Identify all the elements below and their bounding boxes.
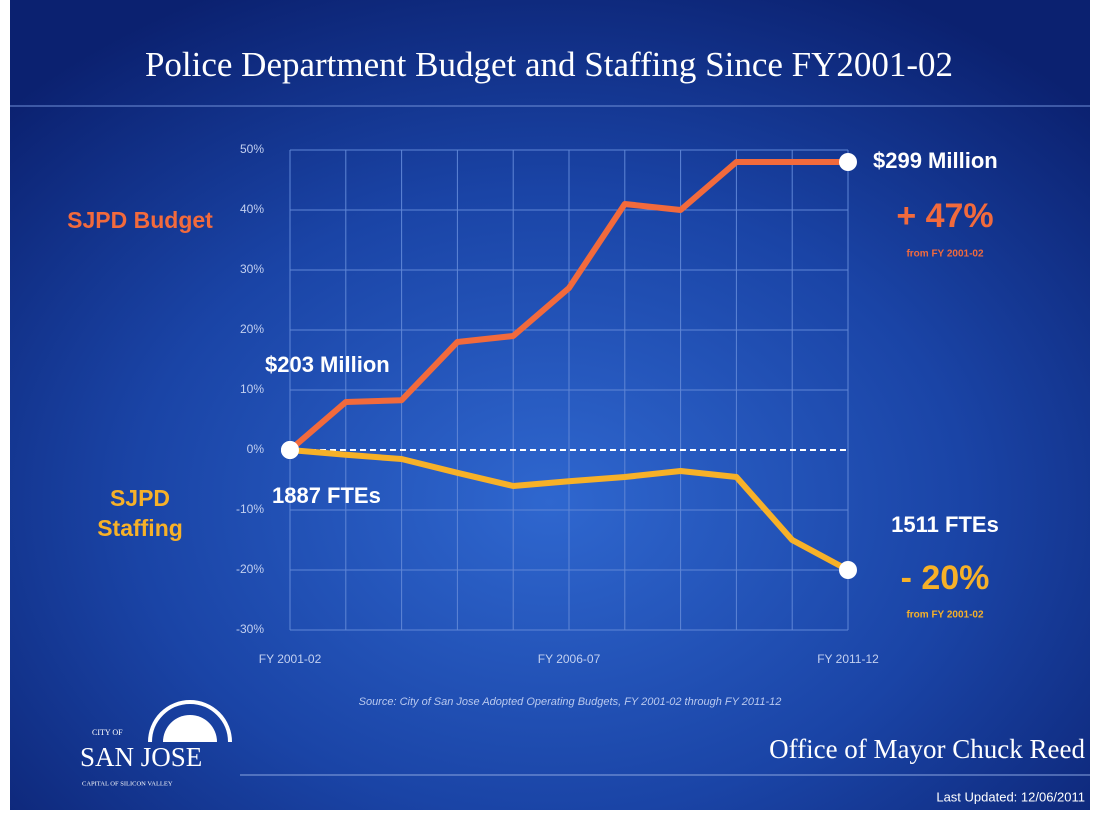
logo-name: SAN JOSE	[80, 742, 202, 772]
y-tick-label: 50%	[240, 142, 264, 156]
series-line	[288, 159, 848, 453]
end-point	[839, 153, 857, 171]
y-tick-label: 10%	[240, 382, 264, 396]
annotation: - 20%	[901, 559, 990, 597]
annotation: $299 Million	[873, 148, 998, 173]
logo: CITY OF SAN JOSE CAPITAL OF SILICON VALL…	[80, 700, 232, 787]
y-tick-label: 40%	[240, 202, 264, 216]
annotation: 1511 FTEs	[891, 512, 999, 537]
series-line	[289, 447, 850, 573]
logo-top: CITY OF	[92, 728, 123, 737]
y-tick-label: 0%	[247, 442, 265, 456]
office: Office of Mayor Chuck Reed	[769, 734, 1085, 764]
annotation: from FY 2001-02	[906, 249, 984, 260]
chart-title: Police Department Budget and Staffing Si…	[145, 45, 953, 84]
source: Source: City of San Jose Adopted Operati…	[359, 696, 782, 708]
annotation: $203 Million	[265, 352, 390, 377]
last-updated: Last Updated: 12/06/2011	[936, 789, 1085, 804]
x-tick-label: FY 2001-02	[259, 652, 322, 666]
end-point	[839, 561, 857, 579]
logo-tagline: CAPITAL OF SILICON VALLEY	[82, 780, 173, 787]
annotation: + 47%	[896, 197, 993, 235]
logo-arc	[148, 700, 232, 743]
y-tick-label: 30%	[240, 262, 264, 276]
annotation: 1887 FTEs	[272, 483, 381, 508]
y-tick-label: -10%	[236, 502, 264, 516]
series-label: SJPD Budget	[67, 207, 213, 233]
logo-sun	[163, 715, 217, 742]
x-tick-label: FY 2006-07	[538, 652, 601, 666]
y-tick-label: 20%	[240, 322, 264, 336]
annotation: from FY 2001-02	[906, 610, 984, 621]
series-label: SJPD Staffing	[97, 485, 183, 541]
background	[10, 0, 1090, 810]
y-tick-label: -20%	[236, 562, 264, 576]
x-tick-label: FY 2011-12	[817, 652, 879, 666]
y-tick-label: -30%	[236, 622, 264, 636]
end-point	[281, 441, 299, 459]
